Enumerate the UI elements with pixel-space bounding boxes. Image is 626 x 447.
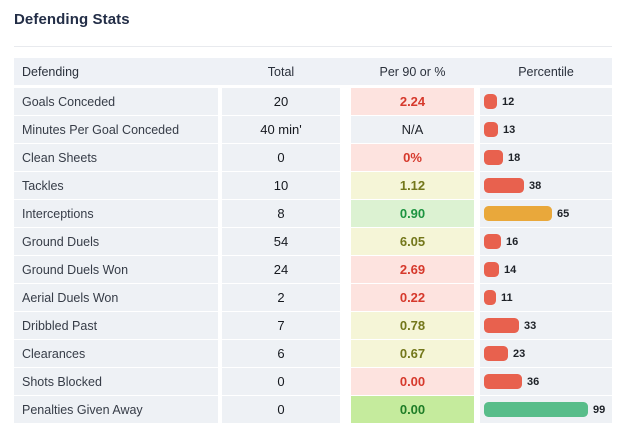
percentile-value: 11 bbox=[501, 291, 513, 304]
stats-table: Defending Total Per 90 or % Percentile G… bbox=[14, 58, 612, 423]
header-total: Total bbox=[267, 64, 295, 79]
percentile-cell: 33 bbox=[480, 312, 612, 339]
table-row: Aerial Duels Won 2 0.22 11 bbox=[14, 284, 612, 311]
total-value: 10 bbox=[222, 172, 340, 199]
percentile-cell: 12 bbox=[480, 88, 612, 115]
total-value: 0 bbox=[222, 396, 340, 423]
header-defending: Defending bbox=[22, 64, 79, 79]
stat-label: Tackles bbox=[14, 172, 218, 199]
percentile-bar bbox=[484, 374, 522, 389]
percentile-cell: 18 bbox=[480, 144, 612, 171]
table-row: Goals Conceded 20 2.24 12 bbox=[14, 88, 612, 115]
percentile-cell: 14 bbox=[480, 256, 612, 283]
per90-value: 0% bbox=[351, 144, 474, 171]
table-row: Shots Blocked 0 0.00 36 bbox=[14, 368, 612, 395]
total-value: 40 min' bbox=[222, 116, 340, 143]
percentile-cell: 38 bbox=[480, 172, 612, 199]
stat-label: Shots Blocked bbox=[14, 368, 218, 395]
percentile-bar bbox=[484, 178, 524, 193]
table-row: Ground Duels Won 24 2.69 14 bbox=[14, 256, 612, 283]
percentile-value: 14 bbox=[504, 263, 517, 276]
per90-value: 0.78 bbox=[351, 312, 474, 339]
table-row: Penalties Given Away 0 0.00 99 bbox=[14, 396, 612, 423]
percentile-bar bbox=[484, 402, 588, 417]
stat-label: Penalties Given Away bbox=[14, 396, 218, 423]
percentile-bar bbox=[484, 290, 496, 305]
per90-value: 0.00 bbox=[351, 396, 474, 423]
percentile-bar bbox=[484, 206, 552, 221]
total-value: 0 bbox=[222, 368, 340, 395]
table-header-row: Defending Total Per 90 or % Percentile bbox=[14, 58, 612, 85]
total-value: 20 bbox=[222, 88, 340, 115]
stat-label: Ground Duels bbox=[14, 228, 218, 255]
table-body: Goals Conceded 20 2.24 12 Minutes Per Go… bbox=[14, 88, 612, 423]
total-value: 0 bbox=[222, 144, 340, 171]
table-row: Interceptions 8 0.90 65 bbox=[14, 200, 612, 227]
per90-value: 2.24 bbox=[351, 88, 474, 115]
percentile-value: 38 bbox=[529, 179, 542, 192]
per90-value: 2.69 bbox=[351, 256, 474, 283]
title-divider bbox=[14, 46, 612, 47]
percentile-value: 16 bbox=[506, 235, 519, 248]
stat-label: Goals Conceded bbox=[14, 88, 218, 115]
stat-label: Dribbled Past bbox=[14, 312, 218, 339]
stat-label: Minutes Per Goal Conceded bbox=[14, 116, 218, 143]
percentile-value: 18 bbox=[508, 151, 521, 164]
total-value: 8 bbox=[222, 200, 340, 227]
header-per90: Per 90 or % bbox=[379, 64, 446, 79]
per90-value: 1.12 bbox=[351, 172, 474, 199]
total-value: 7 bbox=[222, 312, 340, 339]
percentile-bar bbox=[484, 234, 501, 249]
percentile-value: 65 bbox=[557, 207, 570, 220]
percentile-cell: 65 bbox=[480, 200, 612, 227]
percentile-value: 12 bbox=[502, 95, 515, 108]
table-row: Minutes Per Goal Conceded 40 min' N/A 13 bbox=[14, 116, 612, 143]
header-percentile: Percentile bbox=[518, 64, 574, 79]
total-value: 6 bbox=[222, 340, 340, 367]
table-row: Tackles 10 1.12 38 bbox=[14, 172, 612, 199]
stat-label: Interceptions bbox=[14, 200, 218, 227]
percentile-cell: 13 bbox=[480, 116, 612, 143]
percentile-cell: 36 bbox=[480, 368, 612, 395]
stat-label: Clearances bbox=[14, 340, 218, 367]
percentile-bar bbox=[484, 122, 498, 137]
table-row: Dribbled Past 7 0.78 33 bbox=[14, 312, 612, 339]
percentile-value: 23 bbox=[513, 347, 526, 360]
per90-value: 0.90 bbox=[351, 200, 474, 227]
per90-value: 0.00 bbox=[351, 368, 474, 395]
percentile-bar bbox=[484, 150, 503, 165]
percentile-bar bbox=[484, 318, 519, 333]
total-value: 54 bbox=[222, 228, 340, 255]
percentile-value: 13 bbox=[503, 123, 516, 136]
total-value: 2 bbox=[222, 284, 340, 311]
page-title: Defending Stats bbox=[14, 11, 130, 28]
stat-label: Ground Duels Won bbox=[14, 256, 218, 283]
percentile-bar bbox=[484, 262, 499, 277]
percentile-cell: 99 bbox=[480, 396, 612, 423]
percentile-value: 36 bbox=[527, 375, 540, 388]
percentile-bar bbox=[484, 94, 497, 109]
total-value: 24 bbox=[222, 256, 340, 283]
defending-stats-panel: Defending Stats Defending Total Per 90 o… bbox=[14, 11, 612, 423]
stat-label: Aerial Duels Won bbox=[14, 284, 218, 311]
table-row: Ground Duels 54 6.05 16 bbox=[14, 228, 612, 255]
table-row: Clearances 6 0.67 23 bbox=[14, 340, 612, 367]
per90-value: 6.05 bbox=[351, 228, 474, 255]
percentile-cell: 23 bbox=[480, 340, 612, 367]
per90-value: 0.22 bbox=[351, 284, 474, 311]
percentile-value: 99 bbox=[593, 403, 606, 416]
percentile-cell: 11 bbox=[480, 284, 612, 311]
percentile-value: 33 bbox=[524, 319, 537, 332]
per90-value: N/A bbox=[351, 116, 474, 143]
table-row: Clean Sheets 0 0% 18 bbox=[14, 144, 612, 171]
percentile-bar bbox=[484, 346, 508, 361]
percentile-cell: 16 bbox=[480, 228, 612, 255]
stat-label: Clean Sheets bbox=[14, 144, 218, 171]
per90-value: 0.67 bbox=[351, 340, 474, 367]
